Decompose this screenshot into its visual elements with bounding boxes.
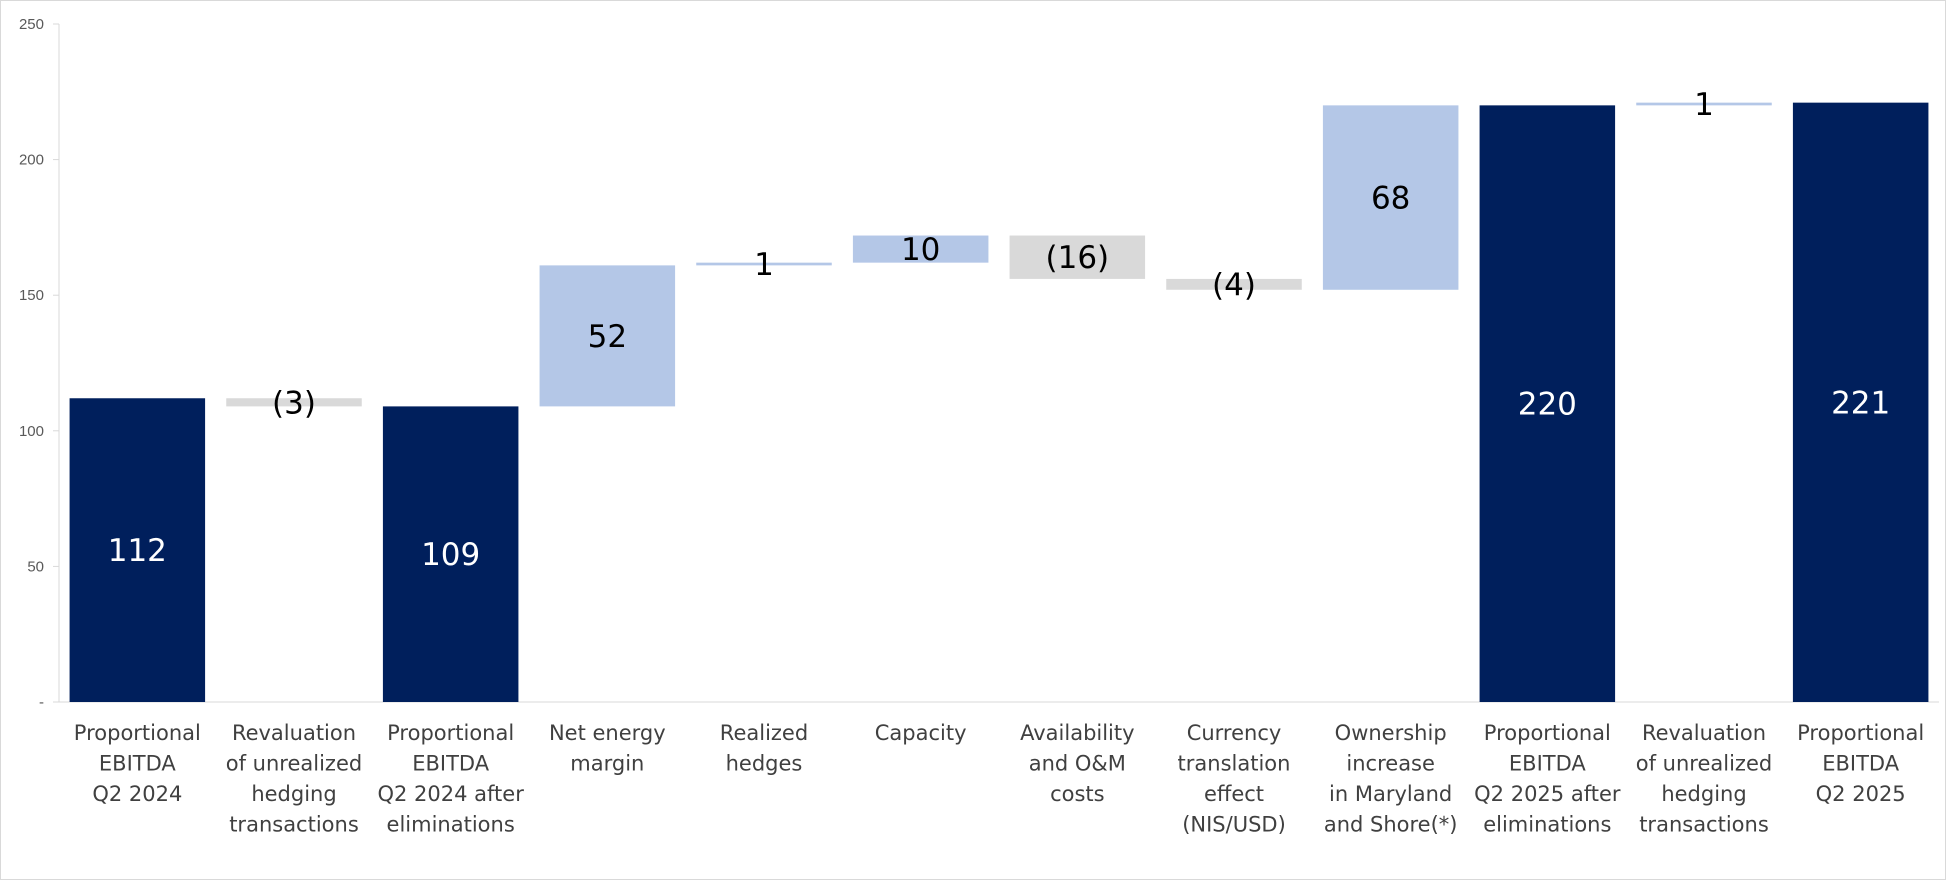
bar-7 [1009,235,1146,279]
category-label-line: in Maryland [1329,782,1452,806]
category-label-line: Currency [1187,721,1282,745]
category-label-3: Proportional EBITDA Q2 2024 after eliminati… [377,721,524,837]
data-labels: 112 (3) 109 52 1 10 (16) (4) 68 220 1 221 [108,87,1891,573]
bar-2 [226,398,362,407]
category-label-line: Net energy [549,721,666,745]
category-label-line: and Shore(*) [1324,813,1458,837]
category-label-line: Q2 2024 [92,782,182,806]
y-tick-label: - [39,694,44,711]
category-label-line: transactions [1639,813,1769,837]
category-label-line: Q2 2025 [1816,782,1906,806]
category-label-line: Proportional [1484,721,1611,745]
category-label-line: translation [1178,752,1291,776]
bar-5 [696,262,832,266]
category-label-line: EBITDA [412,752,489,776]
category-label-line: EBITDA [99,752,176,776]
category-label-line: costs [1050,782,1105,806]
data-label-12: 221 [1831,385,1890,421]
category-label-line: and O&M [1029,752,1126,776]
category-label-line: of unrealized [1636,752,1772,776]
bar-10 [1479,105,1616,703]
category-label-10: Proportional EBITDA Q2 2025 after eliminati… [1474,721,1621,837]
data-label-10: 220 [1518,387,1577,423]
category-label-line: EBITDA [1509,752,1586,776]
data-label-4: 52 [588,319,627,355]
data-label-11: 1 [1694,87,1714,123]
bar-9 [1322,105,1459,290]
bar-11 [1636,102,1772,106]
category-label-5: Realized hedges [720,721,808,776]
category-label-line: eliminations [1483,813,1611,837]
data-label-9: 68 [1371,181,1410,217]
y-tick-label: 150 [19,287,44,304]
category-label-line: eliminations [387,813,515,837]
category-label-4: Net energy margin [549,721,666,776]
category-label-line: (NIS/USD) [1182,813,1286,837]
category-label-6: Capacity [875,721,967,745]
category-label-line: effect [1204,782,1264,806]
category-label-2: Revaluation of unrealized hedging transacti… [226,721,362,837]
bar-8 [1166,278,1302,290]
category-label-8: Currency translation effect (NIS/USD) [1178,721,1291,837]
bar-1 [69,398,206,702]
category-label-line: Proportional [1797,721,1924,745]
data-label-1: 112 [108,533,167,569]
category-label-line: transactions [229,813,359,837]
category-label-line: Revaluation [1642,721,1766,745]
data-label-6: 10 [901,232,940,268]
category-label-line: EBITDA [1822,752,1899,776]
category-label-7: Availability and O&M costs [1020,721,1134,806]
data-label-5: 1 [754,247,774,283]
y-axis: - 50 100 150 200 250 [19,16,1939,711]
category-label-line: Realized [720,721,808,745]
x-axis-labels: Proportional EBITDA Q2 2024 Revaluation of u… [74,721,1924,837]
y-tick-label: 50 [27,558,44,575]
y-tick-label: 200 [19,152,44,169]
category-label-1: Proportional EBITDA Q2 2024 [74,721,201,806]
category-label-line: Q2 2025 after [1474,782,1621,806]
category-label-line: increase [1346,752,1435,776]
bar-3 [382,406,519,702]
category-label-line: of unrealized [226,752,362,776]
category-label-line: Availability [1020,721,1134,745]
bar-4 [539,265,676,407]
category-label-line: Revaluation [232,721,356,745]
bars [69,102,1929,703]
category-label-line: Proportional [74,721,201,745]
category-label-line: hedging [1661,782,1746,806]
category-label-12: Proportional EBITDA Q2 2025 [1797,721,1924,806]
category-label-9: Ownership increase in Maryland and Shore(*) [1324,721,1458,837]
data-label-7: (16) [1046,240,1110,276]
category-label-11: Revaluation of unrealized hedging transacti… [1636,721,1772,837]
category-label-line: Capacity [875,721,967,745]
data-label-8: (4) [1212,267,1256,303]
data-label-3: 109 [421,537,480,573]
category-label-line: margin [570,752,644,776]
category-label-line: Ownership [1335,721,1447,745]
bar-12 [1792,102,1929,702]
bar-6 [852,235,989,263]
category-label-line: hedging [251,782,336,806]
category-label-line: hedges [726,752,803,776]
category-label-line: Q2 2024 after [377,782,524,806]
y-tick-label: 250 [19,16,44,33]
data-label-2: (3) [272,385,316,421]
y-tick-label: 100 [19,423,44,440]
category-label-line: Proportional [387,721,514,745]
